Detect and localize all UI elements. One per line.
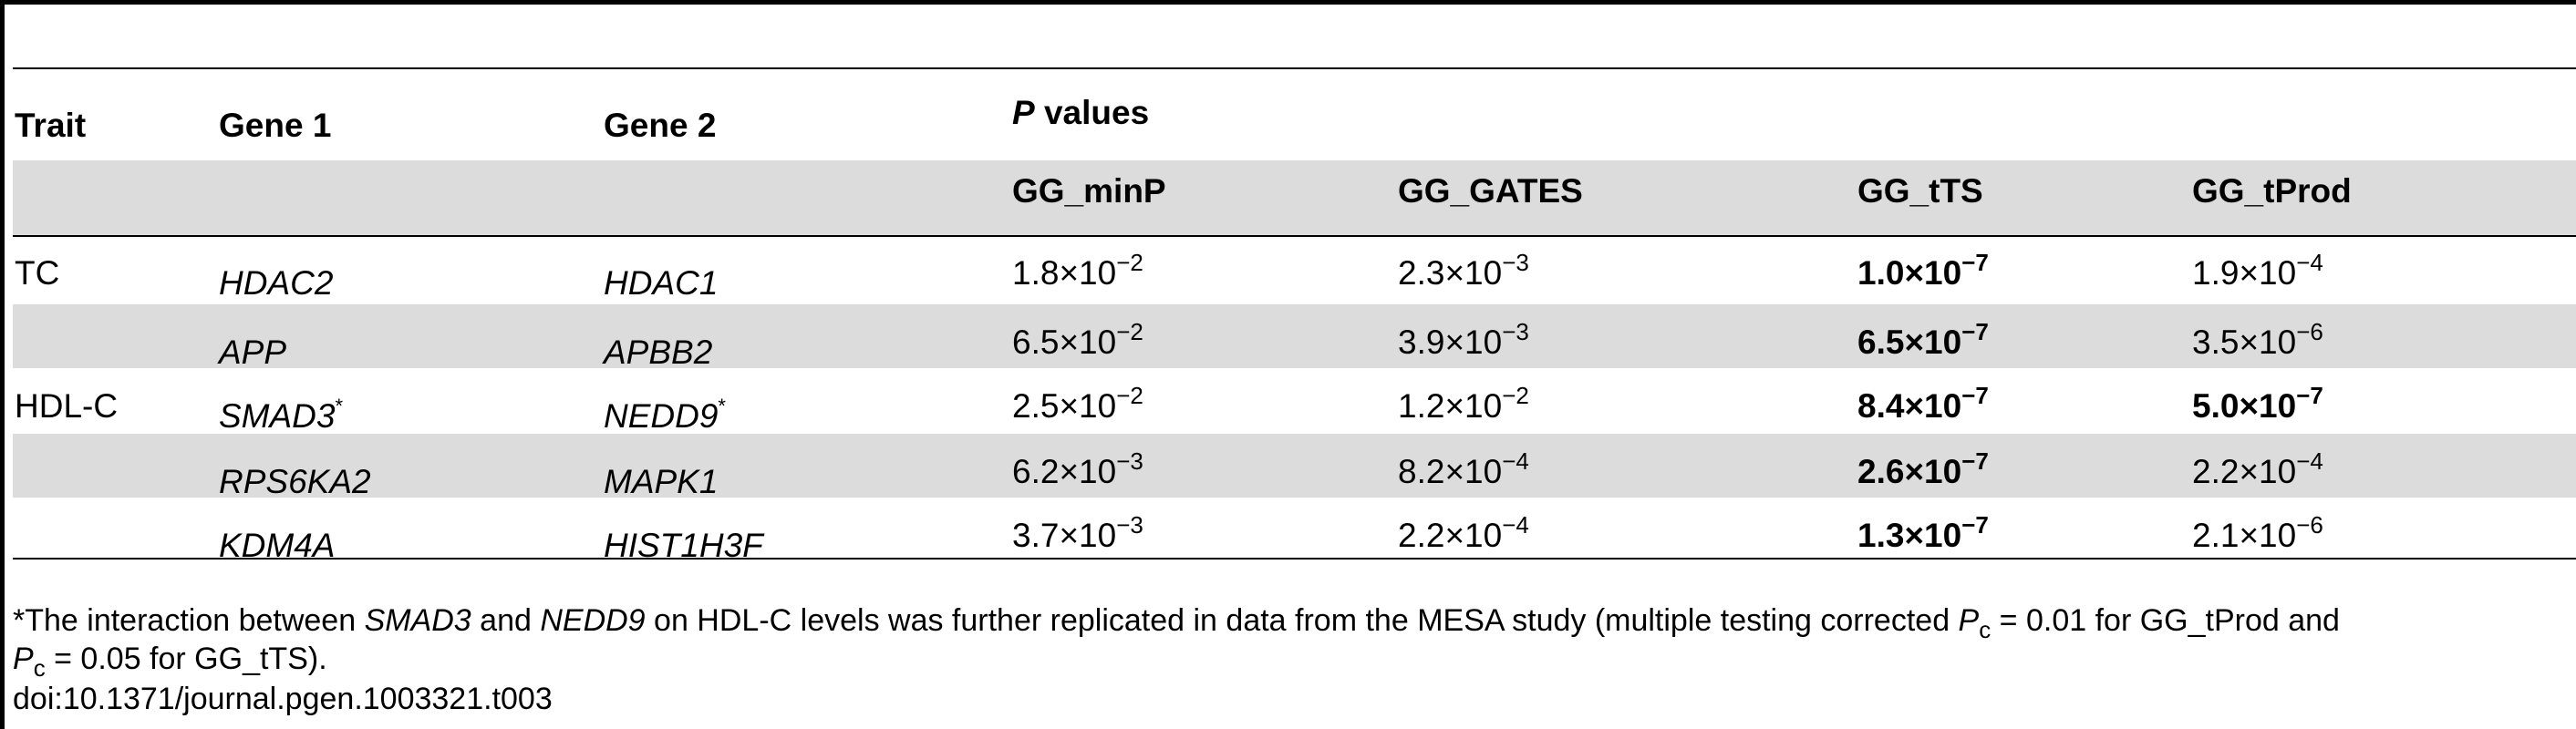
- header-bottom-rule: [13, 235, 2576, 237]
- trait-cell: HDL-C: [15, 387, 119, 425]
- gene1-cell: SMAD3*: [219, 395, 344, 435]
- gates-p-value: 8.2×10−4: [1398, 447, 1529, 490]
- gene1-cell: HDAC2: [219, 264, 334, 302]
- header-gg-tts: GG_tTS: [1857, 172, 1983, 210]
- gates-p-value: 2.2×10−4: [1398, 511, 1529, 554]
- gene2-cell: HDAC1: [604, 264, 719, 302]
- gene1-cell: APP: [219, 334, 287, 371]
- header-gg-tprod: GG_tProd: [2192, 172, 2352, 210]
- gene2-cell: NEDD9*: [604, 395, 726, 435]
- table-top-rule: [0, 0, 2576, 5]
- tts-p-value: 1.3×10−7: [1857, 511, 1989, 554]
- tprod-p-value: 1.9×10−4: [2192, 249, 2323, 292]
- minp-p-value: 2.5×10−2: [1012, 382, 1143, 425]
- footnote-line-1: *The interaction between SMAD3 and NEDD9…: [13, 603, 2340, 643]
- gates-p-value: 1.2×10−2: [1398, 382, 1529, 425]
- gene2-cell: APBB2: [604, 334, 713, 371]
- tprod-p-value: 5.0×10−7: [2192, 382, 2323, 425]
- minp-p-value: 6.2×10−3: [1012, 447, 1143, 490]
- header-p-values: P values: [1012, 94, 1150, 131]
- gates-p-value: 2.3×10−3: [1398, 249, 1529, 292]
- tts-p-value: 6.5×10−7: [1857, 318, 1989, 361]
- row-band-4: [13, 434, 2576, 498]
- tprod-p-value: 2.1×10−6: [2192, 511, 2323, 554]
- table-bottom-rule: [13, 558, 2576, 560]
- doi-text: doi:10.1371/journal.pgen.1003321.t003: [13, 682, 553, 716]
- header-gg-gates: GG_GATES: [1398, 172, 1583, 210]
- gene1-cell: RPS6KA2: [219, 463, 371, 500]
- tts-p-value: 8.4×10−7: [1857, 382, 1989, 425]
- tts-p-value: 2.6×10−7: [1857, 447, 1989, 490]
- header-gg-minp: GG_minP: [1012, 172, 1166, 210]
- gene2-cell: MAPK1: [604, 463, 719, 500]
- minp-p-value: 3.7×10−3: [1012, 511, 1143, 554]
- header-subrow-band: [13, 160, 2576, 235]
- row-band-2: [13, 304, 2576, 368]
- minp-p-value: 1.8×10−2: [1012, 249, 1143, 292]
- table-left-border: [0, 0, 5, 729]
- gene1-cell: KDM4A: [219, 527, 336, 564]
- tts-p-value: 1.0×10−7: [1857, 249, 1989, 292]
- gates-p-value: 3.9×10−3: [1398, 318, 1529, 361]
- trait-cell: TC: [15, 254, 60, 292]
- tprod-p-value: 2.2×10−4: [2192, 447, 2323, 490]
- footnote-line-2: Pc = 0.05 for GG_tTS).: [13, 642, 327, 682]
- header-trait: Trait: [15, 107, 87, 144]
- header-top-rule: [13, 67, 2576, 69]
- gene2-cell: HIST1H3F: [604, 527, 763, 564]
- header-gene2: Gene 2: [604, 107, 717, 144]
- minp-p-value: 6.5×10−2: [1012, 318, 1143, 361]
- tprod-p-value: 3.5×10−6: [2192, 318, 2323, 361]
- header-gene1: Gene 1: [219, 107, 332, 144]
